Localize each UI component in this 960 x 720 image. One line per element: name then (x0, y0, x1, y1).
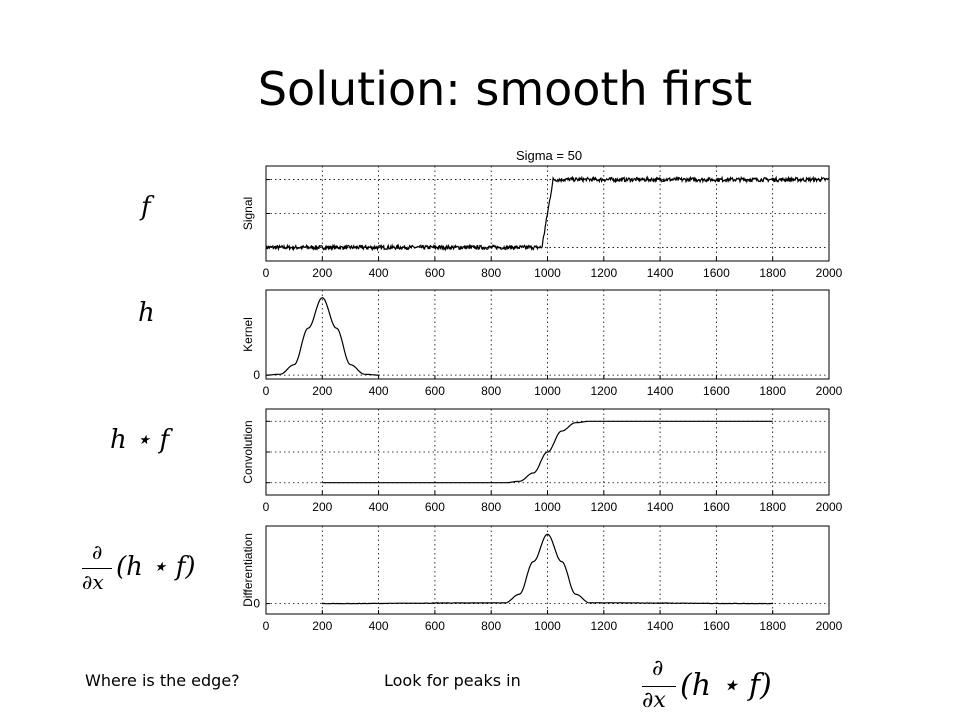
deriv-denominator: ∂x (82, 570, 104, 594)
x-tick-label: 1400 (647, 500, 674, 514)
x-tick-label: 400 (369, 266, 389, 280)
y-tick-label: 0 (253, 597, 260, 611)
x-tick-label: 1200 (590, 384, 617, 398)
x-tick-label: 400 (369, 500, 389, 514)
bottom-derivative: ∂ ∂x (h ⋆ f) (640, 656, 800, 716)
x-tick-label: 0 (263, 619, 270, 633)
x-tick-label: 1600 (703, 384, 730, 398)
x-tick-label: 800 (481, 384, 501, 398)
y-tick-label: 0 (253, 368, 260, 382)
figure-title: Sigma = 50 (516, 148, 582, 163)
x-tick-label: 1200 (590, 500, 617, 514)
caption-look-for-peaks: Look for peaks in (384, 671, 521, 690)
label-h-star-f: h ⋆ f (110, 425, 170, 455)
series-line (265, 175, 830, 252)
x-tick-label: 400 (369, 384, 389, 398)
x-tick-label: 600 (425, 384, 445, 398)
plot-frame (265, 289, 830, 380)
panel-3: 0 200 400 600 800 1000 1200 1400 1600 1800 2000 Con… (241, 408, 843, 514)
x-tick-label: 2000 (816, 500, 843, 514)
bottom-deriv-denominator: ∂x (642, 688, 666, 713)
y-axis-label: Kernel (241, 317, 255, 352)
bottom-deriv-fraction-bar (642, 686, 676, 687)
x-tick-label: 200 (312, 500, 332, 514)
x-tick-label: 1400 (647, 266, 674, 280)
slide-title: Solution: smooth first (257, 62, 753, 116)
x-tick-label: 0 (263, 500, 270, 514)
plot-frame (265, 525, 830, 615)
x-tick-label: 1800 (759, 384, 786, 398)
x-tick-label: 1400 (647, 384, 674, 398)
series-line (322, 420, 773, 484)
label-f: f (141, 192, 151, 222)
x-tick-label: 600 (425, 266, 445, 280)
x-tick-label: 1200 (590, 619, 617, 633)
x-tick-label: 1600 (703, 500, 730, 514)
x-tick-label: 800 (481, 500, 501, 514)
x-tick-label: 1600 (703, 266, 730, 280)
x-tick-label: 2000 (816, 619, 843, 633)
x-tick-label: 1000 (534, 619, 561, 633)
x-tick-label: 1000 (534, 384, 561, 398)
bottom-deriv-rest: (h ⋆ f) (680, 668, 772, 703)
series-line (266, 297, 379, 376)
panel-1: 0 200 400 600 800 1000 1200 1400 1600 1800 2000 Sig… (241, 165, 843, 280)
x-tick-label: 1600 (703, 619, 730, 633)
x-tick-label: 2000 (816, 384, 843, 398)
x-tick-label: 600 (425, 619, 445, 633)
x-tick-label: 1800 (759, 619, 786, 633)
x-tick-label: 600 (425, 500, 445, 514)
y-axis-label: Signal (241, 197, 255, 230)
x-tick-label: 800 (481, 266, 501, 280)
x-tick-label: 1400 (647, 619, 674, 633)
deriv-numerator: ∂ (92, 540, 103, 564)
panel-2: 0 200 400 600 800 1000 1200 1400 1600 1800 2000 0 Ke… (241, 289, 843, 398)
x-tick-label: 2000 (816, 266, 843, 280)
x-tick-label: 1000 (534, 500, 561, 514)
x-tick-label: 400 (369, 619, 389, 633)
deriv-rest: (h ⋆ f) (116, 552, 196, 582)
deriv-fraction-bar (82, 568, 112, 569)
x-tick-label: 1200 (590, 266, 617, 280)
x-tick-label: 1800 (759, 500, 786, 514)
y-axis-label: Convolution (241, 420, 255, 483)
x-tick-label: 200 (312, 384, 332, 398)
caption-where-edge: Where is the edge? (85, 671, 240, 690)
x-tick-label: 0 (263, 384, 270, 398)
x-tick-label: 1000 (534, 266, 561, 280)
label-h: h (138, 298, 155, 328)
series-line (322, 533, 773, 605)
x-tick-label: 0 (263, 266, 270, 280)
x-tick-label: 800 (481, 619, 501, 633)
panel-4: 0 200 400 600 800 1000 1200 1400 1600 1800 20000Di… (241, 525, 843, 633)
y-axis-label: Differentiation (241, 533, 255, 607)
x-tick-label: 200 (312, 266, 332, 280)
label-derivative: ∂ ∂x (h ⋆ f) (80, 540, 220, 600)
bottom-deriv-numerator: ∂ (652, 656, 664, 681)
x-tick-label: 200 (312, 619, 332, 633)
x-tick-label: 1800 (759, 266, 786, 280)
